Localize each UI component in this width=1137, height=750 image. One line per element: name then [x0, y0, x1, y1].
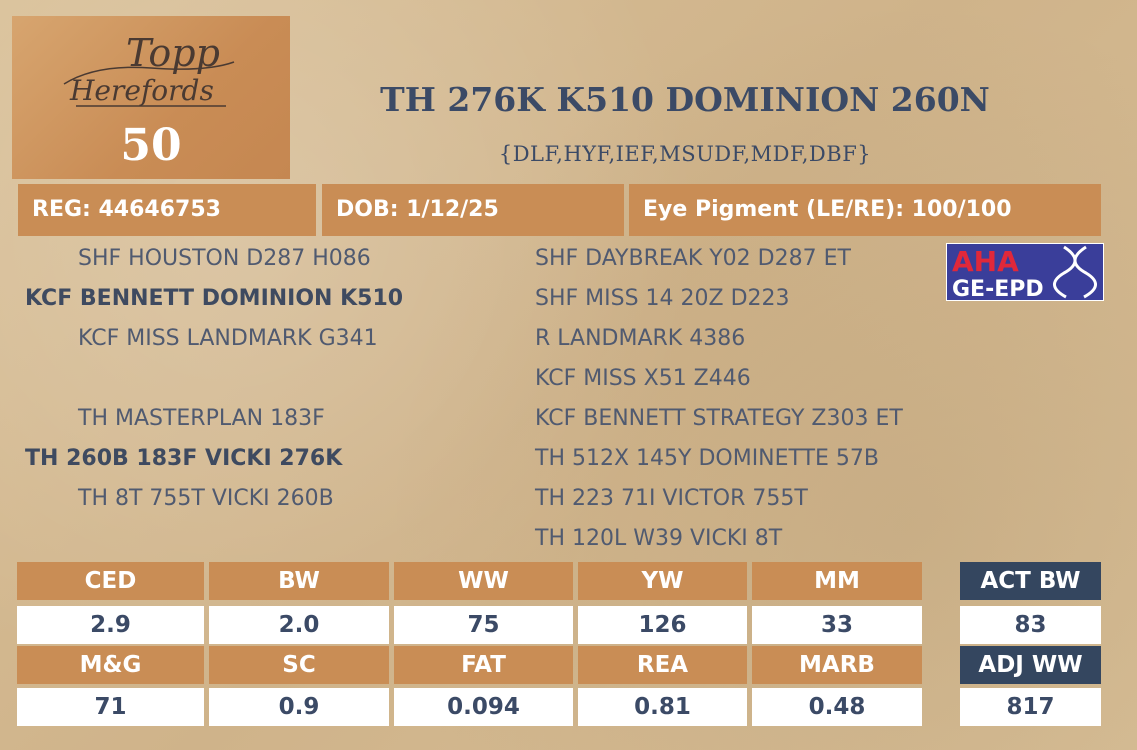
pedigree-gen3-1: SHF DAYBREAK Y02 D287 ET — [535, 246, 851, 271]
svg-text:Herefords: Herefords — [69, 74, 214, 107]
epd-value-mg: 71 — [17, 688, 204, 726]
actual-bw-value: 83 — [960, 606, 1101, 644]
sire: KCF BENNETT DOMINION K510 — [25, 286, 404, 311]
epd-header-rea: REA — [578, 646, 747, 684]
animal-name: TH 276K K510 DOMINION 260N — [380, 80, 990, 119]
pedigree-gen3-5: KCF BENNETT STRATEGY Z303 ET — [535, 406, 903, 431]
epd-value-bw: 2.0 — [209, 606, 389, 644]
epd-value-sc: 0.9 — [209, 688, 389, 726]
epd-header-ced: CED — [17, 562, 204, 600]
epd-value-ww: 75 — [394, 606, 573, 644]
topp-herefords-logo: Topp Herefords — [63, 31, 235, 107]
genetic-designations: {DLF,HYF,IEF,MSUDF,MDF,DBF} — [498, 142, 872, 166]
epd-header-ww: WW — [394, 562, 573, 600]
epd-value-yw: 126 — [578, 606, 747, 644]
logo-block: Topp Herefords 50 — [12, 16, 290, 179]
epd-header-mg: M&G — [17, 646, 204, 684]
adjusted-ww-header: ADJ WW — [960, 646, 1101, 684]
eye-pigment: Eye Pigment (LE/RE): 100/100 — [629, 184, 1101, 236]
epd-value-marb: 0.48 — [752, 688, 922, 726]
aha-ge-epd-badge: AHA GE-EPD — [946, 243, 1104, 301]
dam-sire: TH MASTERPLAN 183F — [78, 406, 325, 431]
svg-text:AHA: AHA — [952, 245, 1019, 278]
pedigree-gen3-7: TH 223 71I VICTOR 755T — [535, 486, 808, 511]
pedigree-gen3-3: R LANDMARK 4386 — [535, 326, 746, 351]
epd-header-fat: FAT — [394, 646, 573, 684]
epd-header-sc: SC — [209, 646, 389, 684]
pedigree-gen3-6: TH 512X 145Y DOMINETTE 57B — [535, 446, 880, 471]
epd-header-marb: MARB — [752, 646, 922, 684]
epd-header-mm: MM — [752, 562, 922, 600]
date-of-birth: DOB: 1/12/25 — [322, 184, 624, 236]
epd-value-rea: 0.81 — [578, 688, 747, 726]
svg-text:Topp: Topp — [126, 31, 220, 75]
epd-header-bw: BW — [209, 562, 389, 600]
epd-header-yw: YW — [578, 562, 747, 600]
epd-value-fat: 0.094 — [394, 688, 573, 726]
epd-value-ced: 2.9 — [17, 606, 204, 644]
lot-number: 50 — [120, 120, 182, 171]
pedigree-gen3-8: TH 120L W39 VICKI 8T — [535, 526, 783, 551]
sire-dam: KCF MISS LANDMARK G341 — [78, 326, 378, 351]
actual-bw-header: ACT BW — [960, 562, 1101, 600]
sire-sire: SHF HOUSTON D287 H086 — [78, 246, 371, 271]
pedigree-gen3-4: KCF MISS X51 Z446 — [535, 366, 751, 391]
adjusted-ww-value: 817 — [960, 688, 1101, 726]
registration-number: REG: 44646753 — [18, 184, 316, 236]
svg-text:GE-EPD: GE-EPD — [952, 277, 1044, 301]
epd-value-mm: 33 — [752, 606, 922, 644]
dam-dam: TH 8T 755T VICKI 260B — [78, 486, 334, 511]
pedigree-gen3-2: SHF MISS 14 20Z D223 — [535, 286, 790, 311]
dam: TH 260B 183F VICKI 276K — [25, 446, 343, 471]
